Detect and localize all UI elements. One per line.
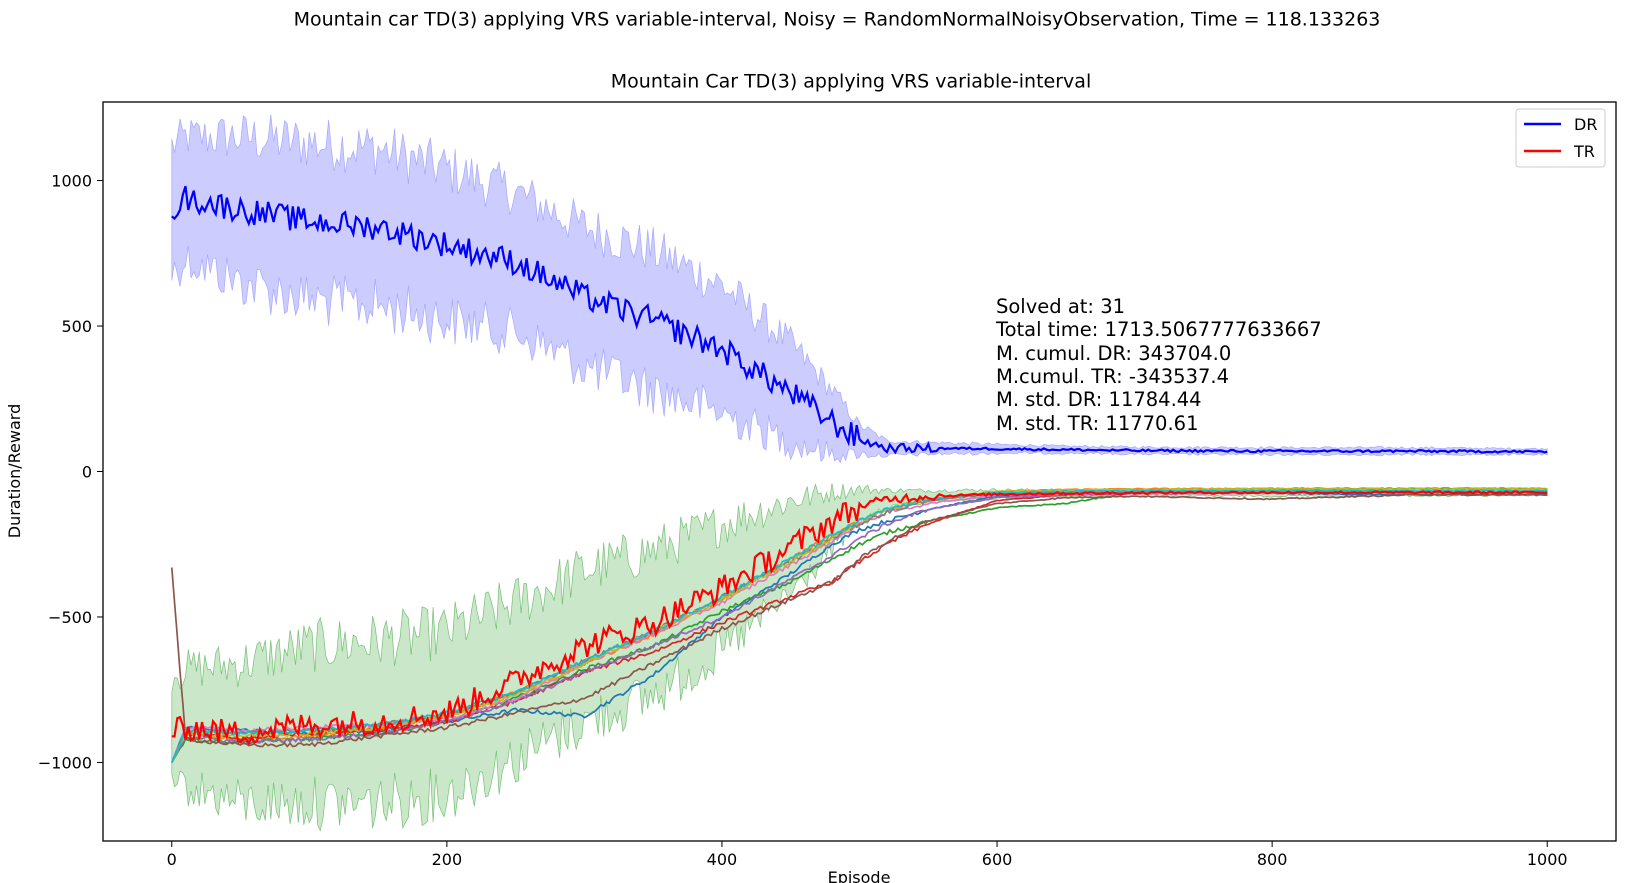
x-tick-label: 0 (167, 850, 177, 869)
x-tick-label: 1000 (1527, 850, 1568, 869)
y-tick-label: −500 (48, 608, 92, 627)
annotation-line: M. cumul. DR: 343704.0 (996, 342, 1231, 365)
figure-suptitle: Mountain car TD(3) applying VRS variable… (294, 9, 1381, 31)
chart-title: Mountain Car TD(3) applying VRS variable… (611, 71, 1091, 93)
y-tick-label: −1000 (38, 753, 92, 772)
annotation-line: M.cumul. TR: -343537.4 (996, 365, 1229, 388)
run-line-6 (170, 492, 1548, 748)
annotation-line: Total time: 1713.5067777633667 (995, 318, 1322, 341)
annotation-line: Solved at: 31 (996, 295, 1125, 318)
mean-lines (171, 185, 1548, 746)
plot-area (170, 114, 1548, 832)
y-tick-label: 500 (61, 317, 92, 336)
x-tick-label: 400 (707, 850, 738, 869)
annotation-line: M. std. TR: 11770.61 (996, 412, 1198, 435)
y-tick-label: 0 (82, 463, 92, 482)
y-axis-label: Duration/Reward (5, 404, 24, 538)
legend-label-dr: DR (1574, 115, 1597, 134)
x-axis-ticks: 0 200 400 600 800 1000 (167, 841, 1568, 869)
stats-annotation: Solved at: 31 Total time: 1713.506777763… (995, 295, 1322, 435)
series-line-dr (171, 185, 1548, 455)
x-axis-label: Episode (828, 868, 891, 883)
series-line-tr (171, 490, 1548, 746)
legend-label-tr: TR (1573, 142, 1595, 161)
annotation-line: M. std. DR: 11784.44 (996, 388, 1202, 411)
band-dr (171, 114, 1548, 464)
legend: DR TR (1515, 108, 1606, 168)
x-tick-label: 200 (432, 850, 463, 869)
x-tick-label: 800 (1257, 850, 1288, 869)
x-tick-label: 600 (982, 850, 1013, 869)
y-tick-label: 1000 (51, 172, 92, 191)
y-axis-ticks: 1000 500 0 −500 −1000 (38, 172, 103, 772)
